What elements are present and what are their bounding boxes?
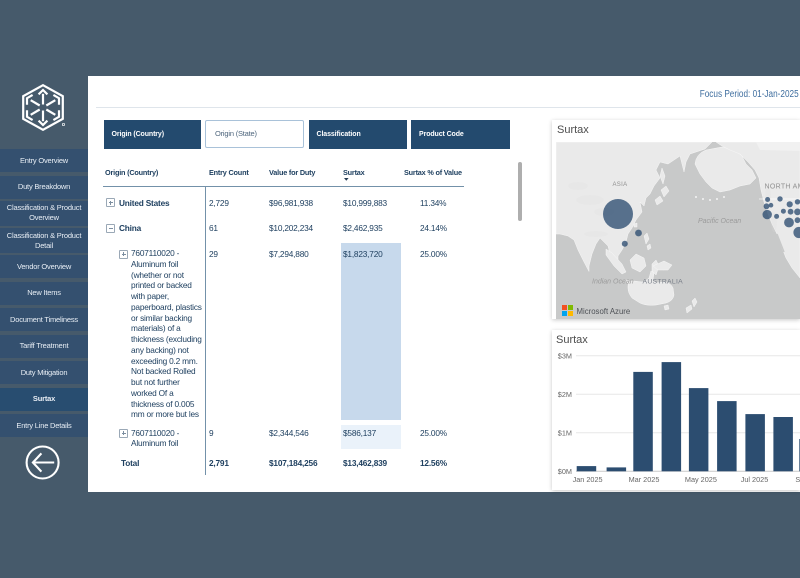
- svg-text:Pacific Ocean: Pacific Ocean: [698, 218, 741, 225]
- svg-text:ASIA: ASIA: [613, 181, 628, 187]
- svg-text:Jan 2025: Jan 2025: [573, 475, 603, 484]
- svg-text:May 2025: May 2025: [685, 475, 717, 484]
- svg-text:$1M: $1M: [558, 429, 572, 438]
- svg-text:Jul 2025: Jul 2025: [741, 475, 769, 484]
- svg-text:Sep 2025: Sep 2025: [795, 475, 800, 484]
- svg-text:Indian Ocean: Indian Ocean: [592, 278, 634, 285]
- svg-text:$3M: $3M: [558, 352, 572, 361]
- svg-text:$2M: $2M: [558, 390, 572, 399]
- svg-text:AUSTRALIA: AUSTRALIA: [643, 278, 684, 285]
- svg-text:Mar 2025: Mar 2025: [629, 475, 660, 484]
- svg-text:Microsoft Azure: Microsoft Azure: [577, 307, 631, 316]
- svg-text:NORTH AME: NORTH AME: [765, 183, 800, 190]
- svg-text:$0M: $0M: [558, 467, 572, 476]
